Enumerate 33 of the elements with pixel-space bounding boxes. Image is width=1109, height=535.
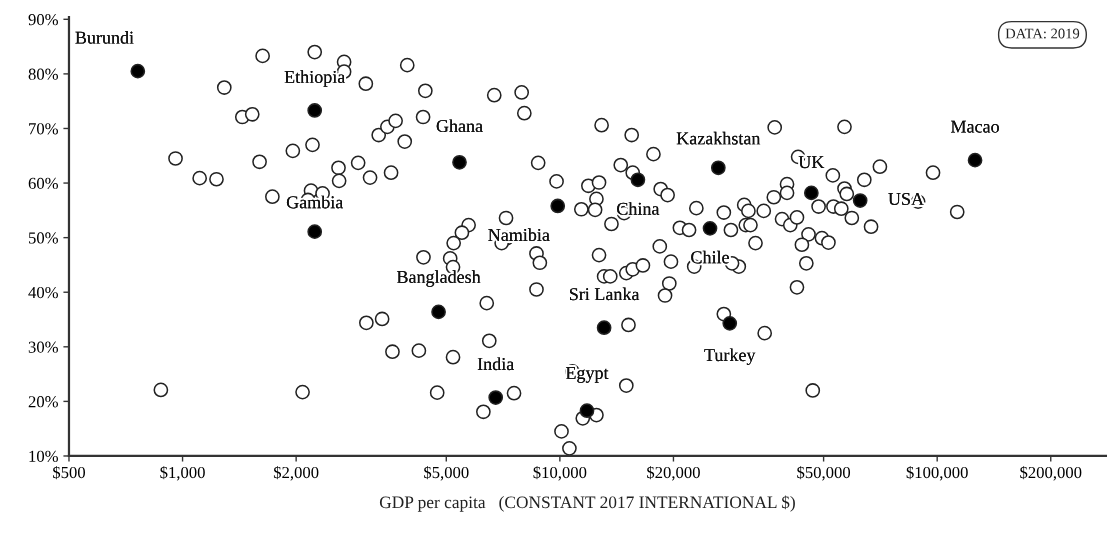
x-tick-label: $50,000	[797, 465, 851, 481]
annotation: Kazakhstan	[676, 131, 761, 145]
annotation: Egypt	[565, 367, 609, 383]
x-axis-title: GDP per capita (CONSTANT 2017 INTERNATIONAL $)	[379, 495, 795, 512]
y-tick-label: 80%	[28, 68, 58, 80]
y-tick-label: 40%	[28, 286, 58, 299]
annotation: DATA: 2019	[1005, 28, 1080, 39]
annotation: Chile	[691, 250, 729, 264]
annotation: Ethiopia	[284, 70, 346, 87]
annotation: Burundi	[75, 31, 134, 44]
y-tick-label: 30%	[28, 341, 58, 353]
annotation: UK	[798, 156, 825, 169]
x-tick-label: $200,000	[1020, 465, 1082, 481]
annotation: India	[477, 357, 515, 371]
y-tick-label: 70%	[29, 123, 58, 135]
annotation: Turkey	[704, 348, 756, 365]
y-tick-label: 20%	[28, 396, 58, 408]
annotation: Macao	[951, 120, 999, 133]
x-tick-label: $20,000	[647, 465, 700, 481]
y-tick-label: 10%	[29, 450, 58, 462]
x-tick-label: $5,000	[424, 465, 469, 481]
x-tick-label: $100,000	[906, 465, 968, 481]
annotation: Sri Lanka	[569, 287, 640, 301]
y-tick-label: 90%	[28, 14, 58, 26]
x-tick-label: $2,000	[273, 465, 319, 481]
annotation: Ghana	[436, 119, 483, 133]
annotation: Bangladesh	[396, 270, 481, 287]
y-tick-label: 60%	[28, 177, 58, 190]
x-tick-label: $500	[53, 465, 86, 480]
annotation: China	[617, 202, 660, 215]
y-tick-label: 50%	[28, 232, 58, 244]
x-tick-label: $10,000	[533, 465, 587, 481]
x-tick-label: $1,000	[160, 465, 205, 481]
